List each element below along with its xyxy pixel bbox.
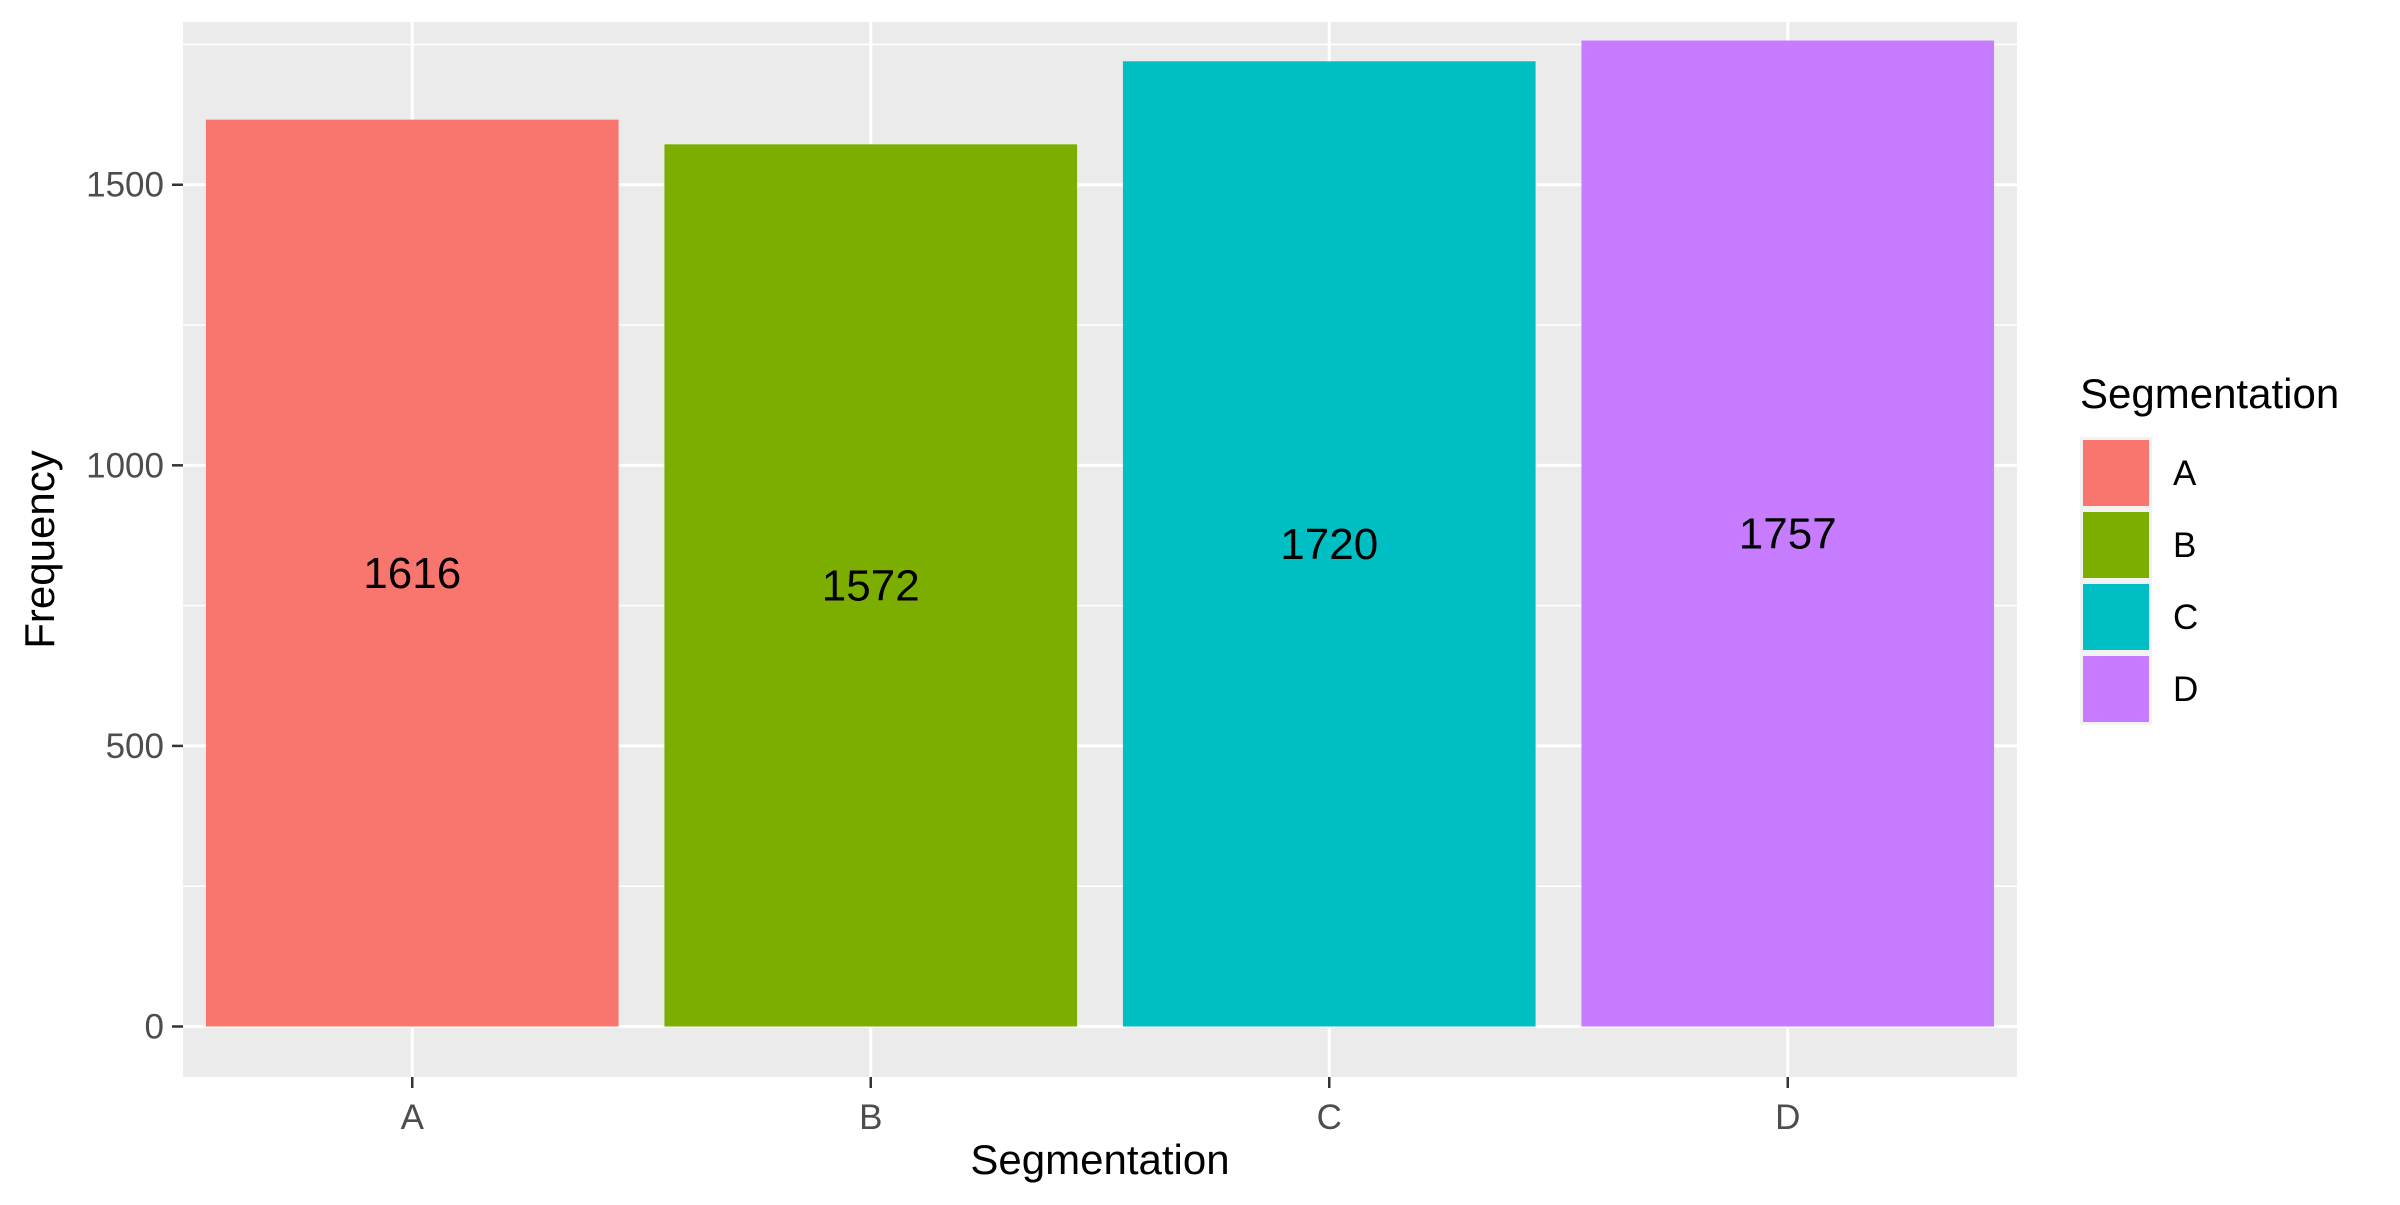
- y-tick-label: 1000: [86, 446, 164, 485]
- legend-swatch-d: [2083, 656, 2149, 722]
- bar-value-label-b: 1572: [822, 561, 920, 610]
- bar-c: [1122, 61, 1536, 1027]
- bar-a: [205, 119, 619, 1027]
- x-axis: A B C D: [401, 1077, 1800, 1137]
- x-tick-label: C: [1317, 1098, 1342, 1137]
- y-tick-label: 0: [145, 1007, 164, 1046]
- x-tick-label: B: [859, 1098, 882, 1137]
- legend-label-a: A: [2173, 454, 2197, 493]
- x-tick-label: D: [1775, 1098, 1800, 1137]
- legend-label-d: D: [2173, 670, 2198, 709]
- bar-d: [1581, 40, 1995, 1027]
- y-tick-label: 500: [106, 727, 164, 766]
- x-axis-title: Segmentation: [970, 1136, 1229, 1183]
- bar-value-label-d: 1757: [1739, 510, 1837, 559]
- legend-title: Segmentation: [2080, 370, 2339, 417]
- legend-swatch-a: [2083, 440, 2149, 506]
- y-axis-title: Frequency: [16, 450, 63, 648]
- legend-swatch-c: [2083, 584, 2149, 650]
- bar-value-label-a: 1616: [363, 549, 461, 598]
- bar-b: [664, 144, 1078, 1027]
- y-tick-label: 1500: [86, 166, 164, 205]
- bars: [205, 40, 1995, 1027]
- x-tick-label: A: [401, 1098, 425, 1137]
- legend-label-b: B: [2173, 526, 2196, 565]
- legend-swatch-b: [2083, 512, 2149, 578]
- legend-label-c: C: [2173, 598, 2198, 637]
- bar-data-labels: 1616 1572 1720 1757: [363, 510, 1836, 611]
- bar-value-label-c: 1720: [1280, 520, 1378, 569]
- y-axis: 0 500 1000 1500: [86, 166, 183, 1046]
